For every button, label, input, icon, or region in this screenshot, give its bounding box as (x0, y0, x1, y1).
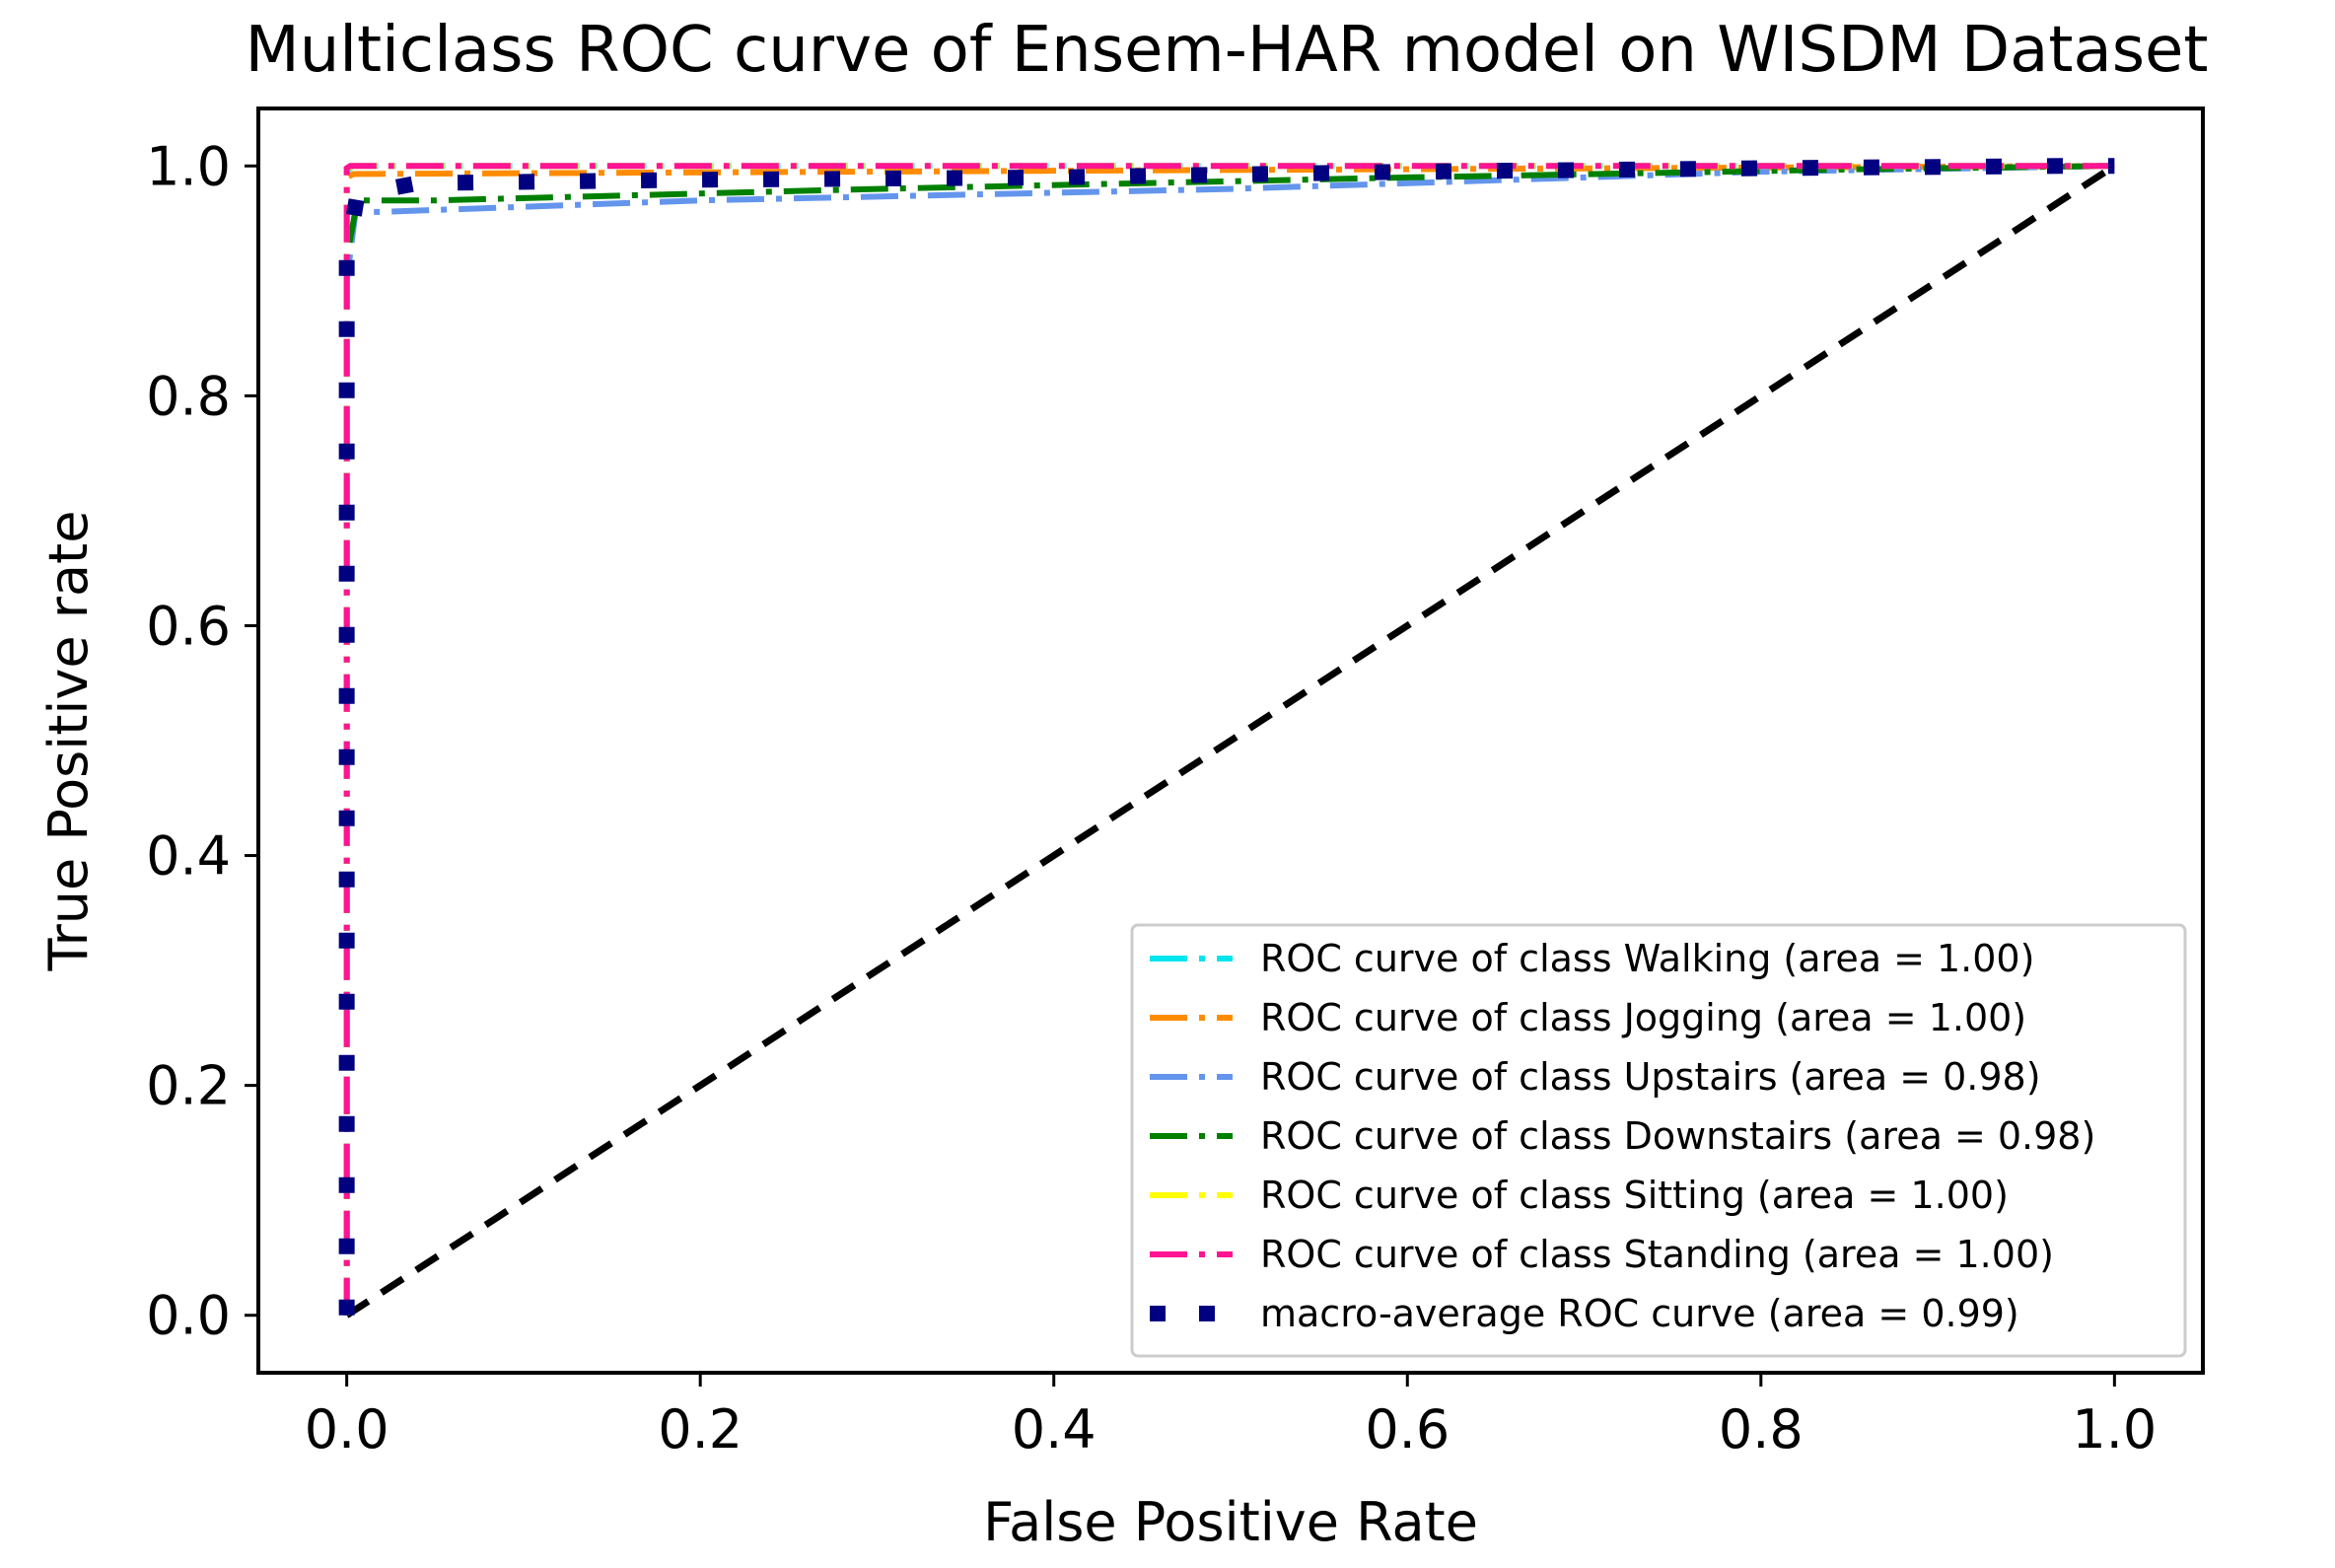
y-tick-label: 0.8 (146, 365, 231, 427)
y-tick-label: 0.4 (146, 825, 231, 888)
chart-title: Multiclass ROC curve of Ensem-HAR model … (245, 14, 2208, 87)
legend-box (1130, 923, 2187, 1358)
x-tick-label: 0.2 (658, 1398, 743, 1461)
chance-reference-line (344, 163, 2117, 1319)
roc-series-line-6 (343, 163, 2115, 1316)
y-tick-label: 0.6 (146, 595, 231, 657)
roc-series-line-4 (343, 163, 2115, 1316)
legend-label-2: ROC curve of class Jogging (area = 1.00) (1260, 996, 2026, 1039)
x-tick-label: 0.6 (1365, 1398, 1450, 1461)
legend-label-5: ROC curve of class Sitting (area = 1.00) (1260, 1174, 2009, 1217)
legend-label-6: ROC curve of class Standing (area = 1.00… (1260, 1233, 2054, 1276)
legend-label-7: macro-average ROC curve (area = 0.99) (1260, 1292, 2019, 1335)
x-tick-label: 0.8 (1719, 1398, 1804, 1461)
x-tick-label: 1.0 (2072, 1398, 2157, 1461)
y-tick-label: 0.0 (146, 1285, 231, 1347)
y-tick-label: 0.2 (146, 1055, 231, 1117)
legend-label-3: ROC curve of class Upstairs (area = 0.98… (1260, 1055, 2041, 1099)
x-tick-label: 0.4 (1012, 1398, 1097, 1461)
legend: ROC curve of class Walking (area = 1.00)… (1130, 923, 2187, 1358)
legend-label-1: ROC curve of class Walking (area = 1.00) (1260, 937, 2034, 980)
y-tick-label: 1.0 (146, 135, 231, 197)
x-axis-label: False Positive Rate (983, 1491, 1478, 1553)
y-axis-label: True Positive rate (37, 511, 100, 972)
plot-area-frame (256, 107, 2205, 1375)
legend-label-4: ROC curve of class Downstairs (area = 0.… (1260, 1114, 2095, 1158)
x-tick-label: 0.0 (305, 1398, 389, 1461)
